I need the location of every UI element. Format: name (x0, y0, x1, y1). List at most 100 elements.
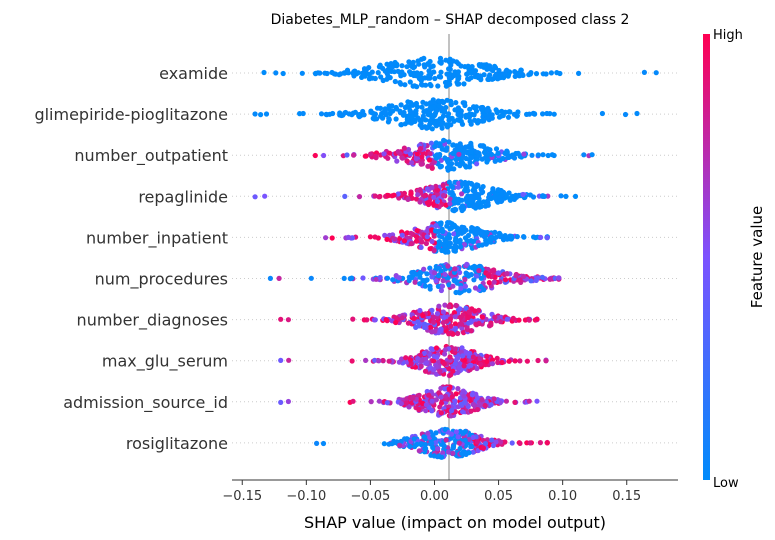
shap-point (455, 69, 461, 75)
shap-point (350, 316, 356, 322)
shap-point (421, 324, 428, 330)
shap-point (463, 305, 469, 311)
shap-point (473, 108, 480, 114)
shap-point (427, 118, 433, 124)
shap-point (540, 152, 546, 158)
shap-point (486, 76, 492, 82)
shap-point (445, 263, 451, 269)
shap-point (398, 73, 404, 79)
shap-point (382, 106, 388, 112)
shap-point (438, 287, 444, 294)
shap-point (318, 111, 325, 117)
shap-point (278, 399, 284, 405)
shap-point (487, 147, 493, 153)
shap-point (451, 310, 457, 316)
colorbar-title: Feature value (748, 206, 766, 308)
shap-point (352, 68, 358, 74)
shap-point (446, 331, 452, 337)
shap-point (408, 357, 414, 363)
shap-point (539, 274, 546, 280)
shap-point (494, 109, 500, 115)
shap-point (488, 234, 494, 240)
shap-point (491, 279, 497, 285)
shap-point (474, 191, 481, 197)
shap-point (261, 69, 267, 76)
shap-point (510, 315, 516, 321)
shap-point (456, 198, 462, 204)
shap-point (280, 70, 286, 77)
shap-point (451, 198, 457, 204)
shap-point (496, 270, 502, 276)
shap-point (409, 70, 415, 77)
shap-point (466, 180, 472, 186)
shap-point (446, 386, 452, 392)
shap-point (453, 429, 459, 435)
shap-point (440, 228, 446, 235)
row-gridlines (232, 72, 678, 444)
shap-point (388, 61, 394, 67)
shap-point (398, 401, 404, 407)
shap-point (438, 268, 444, 274)
shap-point (399, 155, 405, 161)
shap-point (300, 110, 306, 117)
shap-point (371, 317, 377, 323)
shap-point (446, 366, 452, 372)
shap-point (460, 409, 466, 415)
shap-point (479, 397, 485, 403)
shap-point (452, 361, 458, 367)
shap-point (452, 325, 459, 331)
shap-point (557, 70, 563, 77)
shap-point (505, 114, 512, 120)
shap-point (409, 195, 415, 201)
shap-point (499, 359, 505, 366)
shap-point (599, 110, 606, 117)
shap-point (382, 109, 388, 116)
shap-point (500, 155, 506, 162)
shap-point (382, 232, 388, 238)
shap-point (370, 115, 376, 121)
shap-point (438, 220, 444, 226)
shap-point (399, 232, 405, 238)
shap-point (459, 203, 466, 209)
shap-point (445, 449, 452, 455)
shap-point (423, 360, 429, 366)
shap-point (385, 155, 391, 161)
shap-point (407, 443, 413, 449)
shap-point (447, 201, 453, 207)
shap-point (486, 65, 492, 71)
shap-point (517, 358, 523, 364)
shap-point (429, 126, 435, 132)
shap-point (462, 428, 468, 434)
shap-point (501, 75, 507, 81)
shap-point (437, 164, 443, 170)
shap-point (413, 100, 419, 107)
shap-point (533, 71, 540, 77)
shap-point (449, 408, 455, 414)
x-tick-label: −0.05 (350, 489, 390, 504)
shap-point (453, 391, 459, 397)
shap-point (413, 196, 420, 202)
feature-label: max_glu_serum (102, 352, 228, 372)
shap-point (429, 274, 435, 280)
shap-point (263, 111, 270, 117)
shap-point (572, 193, 579, 199)
shap-point (450, 331, 456, 337)
shap-point (418, 244, 424, 250)
shap-point (417, 146, 424, 152)
shap-point (384, 236, 390, 242)
shap-point (484, 108, 490, 114)
shap-point (516, 317, 522, 323)
shap-point (434, 311, 441, 317)
shap-point (322, 70, 328, 76)
shap-point (468, 121, 474, 127)
shap-point (381, 151, 387, 157)
shap-point (455, 184, 461, 190)
shap-point (299, 70, 305, 76)
shap-point (442, 302, 448, 308)
shap-point (455, 434, 461, 440)
shap-point (398, 81, 404, 87)
shap-point (405, 196, 411, 202)
shap-point (252, 194, 258, 200)
shap-point (427, 100, 433, 106)
shap-point (482, 402, 488, 409)
